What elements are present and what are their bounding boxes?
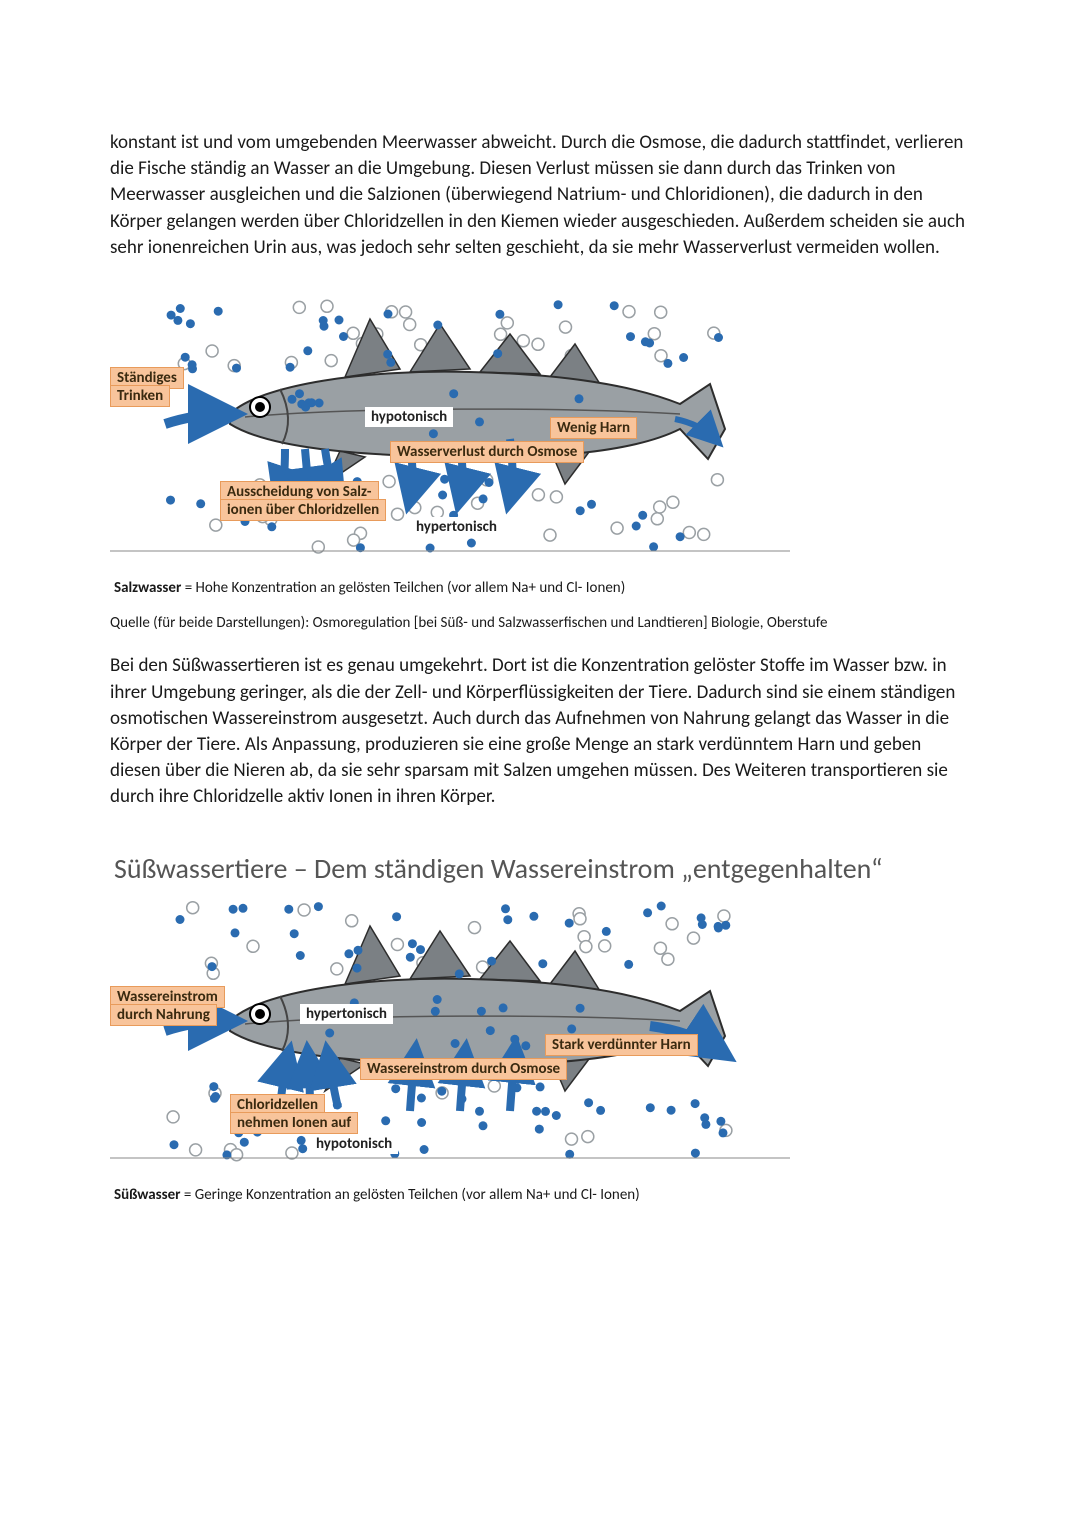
diagram-saltwater: StändigesTrinkenhypotonischWenig HarnWas…: [110, 289, 790, 569]
label-osmosis: Wasserverlust durch Osmose: [390, 441, 584, 463]
diagram-footer: Süßwasser = Geringe Konzentration an gel…: [110, 1186, 970, 1204]
paragraph-1: konstant ist und vom umgebenden Meerwass…: [110, 130, 970, 261]
figure-caption: Quelle (für beide Darstellungen): Osmore…: [110, 613, 970, 633]
label-food-2: durch Nahrung: [110, 1004, 217, 1026]
diagram-freshwater: Wassereinstromdurch NahrunghypertonischS…: [110, 896, 790, 1176]
label-hypertonic: hypertonisch: [300, 1004, 393, 1024]
label-osmosis: Wassereinstrom durch Osmose: [360, 1058, 567, 1080]
label-drinking-2: Trinken: [110, 385, 170, 407]
label-chloride-2: nehmen Ionen auf: [230, 1112, 358, 1134]
diagram2-title: Süßwassertiere – Dem ständigen Wasserein…: [114, 851, 970, 886]
label-urine: Stark verdünnter Harn: [545, 1034, 698, 1056]
label-hypotonic: hypotonisch: [365, 407, 453, 427]
label-chloride-2: ionen über Chloridzellen: [220, 499, 386, 521]
paragraph-2: Bei den Süßwassertieren ist es genau umg…: [110, 653, 970, 810]
label-hypotonic: hypotonisch: [310, 1134, 398, 1154]
label-hypertonic: hypertonisch: [410, 517, 503, 537]
label-urine: Wenig Harn: [550, 417, 637, 439]
diagram-footer: Salzwasser = Hohe Konzentration an gelös…: [110, 579, 970, 597]
